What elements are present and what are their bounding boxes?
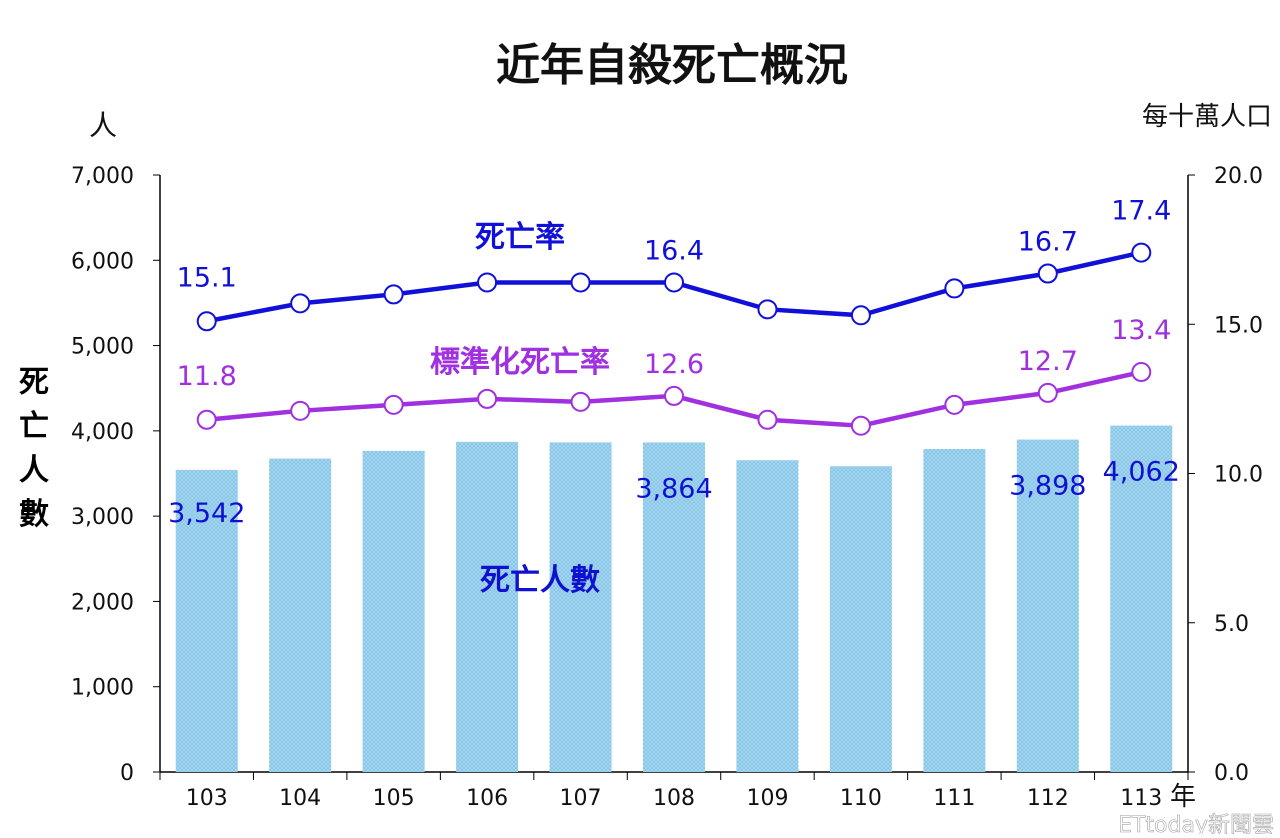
line-data-label: 16.4: [644, 235, 704, 266]
bar-data-label: 3,864: [635, 473, 712, 504]
bar: [829, 466, 892, 772]
y-axis-label-char: 人: [19, 453, 49, 488]
line-point: [570, 391, 591, 412]
line-point: [196, 311, 217, 332]
left-tick-label: 0: [120, 761, 134, 786]
x-tick-label: 110: [840, 786, 882, 811]
line-point: [664, 385, 684, 406]
x-tick-label: 113: [1120, 786, 1162, 811]
line-point: [1131, 242, 1152, 263]
line-point: [570, 272, 591, 293]
y-axis-label-char: 亡: [19, 409, 49, 444]
right-tick-label: 0.0: [1214, 761, 1249, 786]
left-tick-label: 5,000: [71, 335, 134, 360]
line-data-label: 12.6: [644, 349, 704, 380]
bar: [923, 449, 986, 772]
y-axis-label: 死亡人數: [19, 365, 49, 532]
bar: [175, 469, 238, 772]
chart-title: 近年自殺死亡概況: [496, 40, 848, 91]
x-tick-label: 112: [1027, 786, 1069, 811]
right-tick-label: 15.0: [1214, 313, 1263, 338]
line-data-label: 15.1: [177, 262, 237, 293]
y-axis-label-char: 數: [19, 497, 49, 532]
x-tick-label: 106: [466, 786, 508, 811]
line-point: [664, 272, 684, 293]
line-data-label: 17.4: [1111, 196, 1171, 227]
bar: [269, 458, 332, 772]
bar: [456, 441, 519, 772]
watermark: ETtoday新聞雲: [1118, 813, 1274, 834]
x-tick-label: 109: [746, 786, 788, 811]
bar: [362, 450, 425, 772]
line-point: [944, 394, 965, 415]
right-tick-label: 10.0: [1214, 463, 1263, 488]
line-point: [850, 305, 871, 326]
line-point: [1037, 263, 1058, 284]
series-label-line: 死亡率: [475, 220, 565, 255]
line-point: [290, 400, 311, 421]
right-unit: 每十萬人口: [1142, 102, 1272, 132]
bar: [736, 460, 799, 772]
left-tick-label: 1,000: [71, 676, 134, 701]
left-tick-label: 7,000: [71, 164, 134, 189]
bar-data-label: 4,062: [1103, 457, 1180, 488]
series-label-line: 標準化死亡率: [430, 345, 610, 380]
line-point: [944, 278, 965, 299]
x-tick-label: 104: [279, 786, 321, 811]
line-data-label: 12.7: [1018, 346, 1078, 377]
line-point: [477, 272, 498, 293]
line-point: [1037, 382, 1058, 403]
line-point: [1131, 362, 1152, 383]
left-tick-label: 4,000: [71, 420, 134, 445]
line-point: [383, 284, 404, 305]
bar-data-label: 3,542: [168, 498, 245, 529]
bar: [549, 442, 612, 772]
line-point: [757, 299, 778, 320]
line-data-label: 11.8: [177, 361, 237, 392]
x-tick-label: 105: [373, 786, 415, 811]
left-unit: 人: [89, 109, 117, 142]
line-point: [196, 409, 217, 430]
bar: [1016, 439, 1079, 772]
left-tick-label: 2,000: [71, 590, 134, 615]
line-data-label: 16.7: [1018, 227, 1078, 258]
line-point: [757, 409, 778, 430]
left-tick-label: 6,000: [71, 249, 134, 274]
bar: [1110, 425, 1173, 772]
x-tick-label: 108: [653, 786, 695, 811]
right-tick-label: 5.0: [1214, 612, 1249, 637]
series-label-bar: 死亡人數: [480, 563, 600, 598]
line-point: [290, 293, 311, 314]
x-tick-label: 111: [933, 786, 975, 811]
line-point: [850, 415, 871, 436]
x-unit-label: 年: [1170, 782, 1196, 812]
line-point: [477, 388, 498, 409]
line-point: [383, 394, 404, 415]
right-tick-label: 20.0: [1214, 164, 1263, 189]
line-data-label: 13.4: [1111, 315, 1171, 346]
bar-data-label: 3,898: [1009, 471, 1086, 502]
left-tick-label: 3,000: [71, 505, 134, 530]
x-tick-label: 107: [560, 786, 602, 811]
bar: [643, 442, 705, 772]
y-axis-label-char: 死: [19, 365, 49, 400]
x-tick-label: 103: [186, 786, 228, 811]
